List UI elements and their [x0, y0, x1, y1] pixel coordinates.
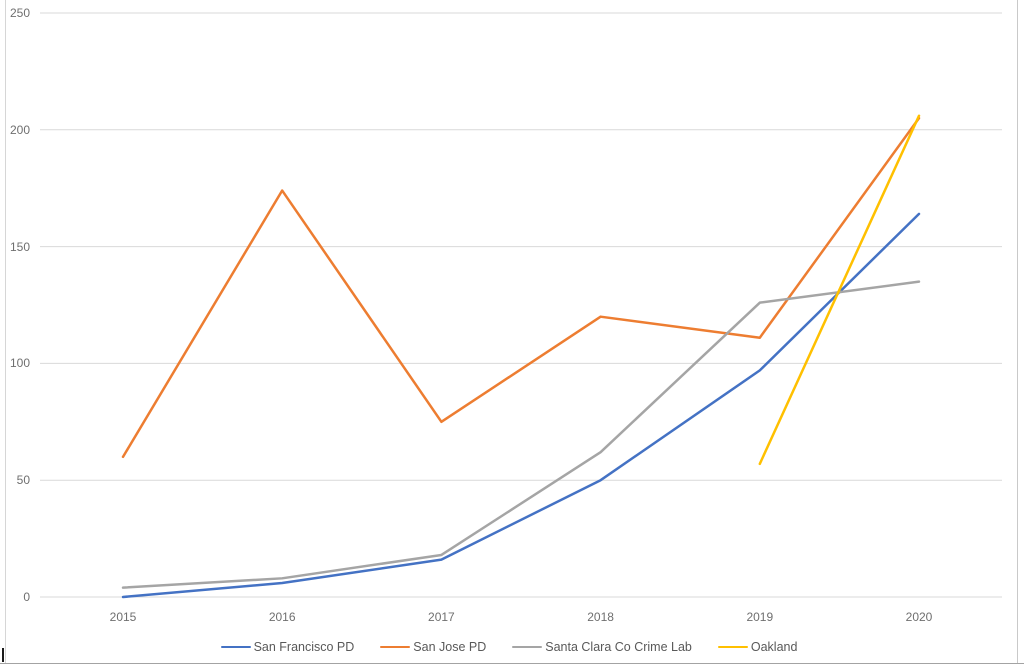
legend-item: San Francisco PD [220, 640, 355, 654]
series-line-santa-clara-co-crime-lab [121, 280, 921, 589]
legend-item: Oakland [717, 640, 798, 654]
series-line-san-francisco-pd [121, 212, 921, 599]
chart-legend: San Francisco PD San Jose PD Santa Clara C… [0, 638, 1018, 656]
y-tick-label: 250 [9, 6, 30, 20]
series-line-oakland [758, 114, 921, 466]
legend-label: San Jose PD [413, 640, 487, 654]
y-tick-label: 0 [23, 590, 30, 604]
window-bottom-edge [0, 663, 1024, 664]
legend-label: Santa Clara Co Crime Lab [545, 640, 692, 654]
x-tick-label: 2015 [109, 610, 137, 624]
legend-label: San Francisco PD [253, 640, 355, 654]
y-tick-label: 100 [9, 356, 30, 371]
x-tick-label: 2016 [268, 610, 296, 624]
text-cursor [2, 648, 4, 662]
legend-label: Oakland [750, 640, 798, 654]
x-tick-label: 2017 [428, 610, 455, 624]
legend-line-swatch [717, 645, 748, 649]
legend-line-swatch [512, 645, 543, 649]
y-tick-label: 150 [9, 239, 30, 254]
x-tick-label: 2019 [746, 610, 774, 624]
legend-item: San Jose PD [380, 640, 486, 654]
window-right-border [1017, 0, 1018, 663]
x-tick-label: 2020 [905, 610, 933, 624]
y-tick-label: 200 [9, 122, 30, 137]
legend-line-swatch [220, 645, 251, 649]
window-left-border [5, 0, 6, 663]
legend-line-swatch [380, 645, 411, 649]
series-line-san-jose-pd [121, 116, 921, 459]
legend-item: Santa Clara Co Crime Lab [512, 640, 692, 654]
y-tick-label: 50 [16, 473, 30, 488]
x-tick-label: 2018 [587, 610, 614, 624]
